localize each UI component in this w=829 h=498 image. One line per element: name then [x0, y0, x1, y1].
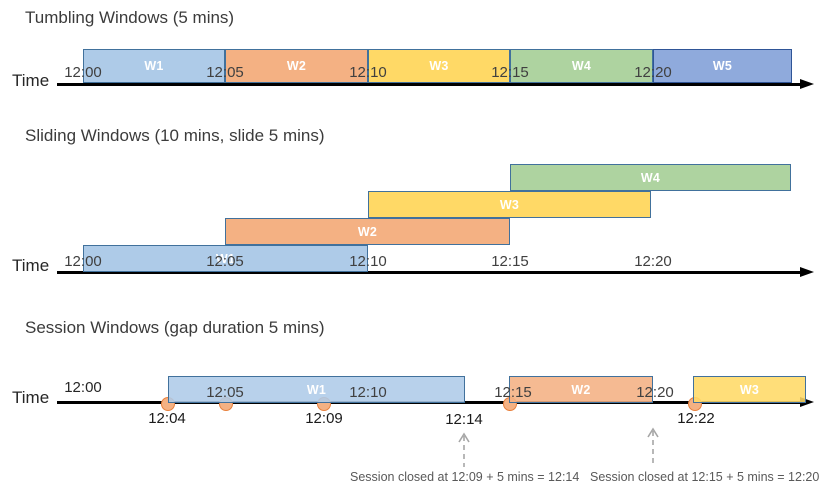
- tumbling-window-w2: W2: [225, 49, 368, 83]
- session-window-w2: W2: [509, 376, 653, 403]
- dashed-up-arrow-icon: [647, 427, 659, 467]
- session-closed-annotation-1: Session closed at 12:09 + 5 mins = 12:14: [350, 470, 580, 484]
- tumbling-time-axis: [57, 83, 802, 86]
- tumbling-section-title: Tumbling Windows (5 mins): [25, 8, 235, 27]
- sliding-time-axis: [57, 271, 802, 274]
- session-axis-arrowhead-icon: [800, 397, 814, 407]
- event-time-label-1204: 12:04: [148, 410, 186, 427]
- dashed-up-arrow-icon: [458, 432, 470, 467]
- sliding-tick-1220: 12:20: [634, 253, 672, 270]
- session-time-axis-label: Time: [12, 388, 50, 407]
- tumbling-window-w3: W3: [368, 49, 510, 83]
- session-closed-annotation-2: Session closed at 12:15 + 5 mins = 12:20: [590, 470, 820, 484]
- window-label: W4: [640, 170, 661, 185]
- session-tick-1220: 12:20: [636, 384, 674, 401]
- window-label: W1: [215, 251, 236, 266]
- session-tick-1205: 12:05: [206, 384, 244, 401]
- window-label: W1: [144, 59, 164, 73]
- window-label: W4: [571, 59, 592, 73]
- window-label: W1: [306, 382, 327, 397]
- session-close-label-1214: 12:14: [445, 411, 483, 428]
- sliding-window-w3: W3: [368, 191, 651, 218]
- window-label: W2: [571, 382, 591, 397]
- tumbling-time-axis-label: Time: [12, 71, 50, 90]
- window-label: W3: [739, 382, 760, 397]
- event-time-label-1209: 12:09: [305, 410, 343, 427]
- window-label: W3: [429, 59, 449, 73]
- sliding-tick-1200: 12:00: [64, 253, 102, 270]
- sliding-window-w4: W4: [510, 164, 791, 191]
- sliding-tick-1210: 12:10: [349, 253, 387, 270]
- window-label: W2: [357, 224, 378, 239]
- sliding-time-axis-label: Time: [12, 256, 50, 275]
- event-time-label-1222: 12:22: [677, 410, 715, 427]
- tumbling-window-w4: W4: [510, 49, 653, 83]
- tumbling-tick-1210: 12:10: [349, 64, 387, 81]
- sliding-tick-1205: 12:05: [206, 253, 244, 270]
- session-window-w1: W1: [168, 376, 465, 403]
- tumbling-tick-1215: 12:15: [491, 64, 529, 81]
- tumbling-tick-1220: 12:20: [634, 64, 672, 81]
- sliding-axis-arrowhead-icon: [800, 267, 814, 277]
- session-tick-1210: 12:10: [349, 384, 387, 401]
- window-label: W5: [712, 59, 733, 73]
- session-section-title: Session Windows (gap duration 5 mins): [25, 318, 325, 337]
- sliding-window-w2: W2: [225, 218, 510, 245]
- window-label: W2: [286, 59, 307, 73]
- tumbling-tick-1205: 12:05: [206, 64, 244, 81]
- session-window-w3: W3: [693, 376, 806, 403]
- tumbling-tick-1200: 12:00: [64, 64, 102, 81]
- tumbling-window-w5: W5: [653, 49, 792, 83]
- tumbling-window-w1: W1: [83, 49, 225, 83]
- window-label: W3: [499, 197, 520, 212]
- session-tick-1215: 12:15: [494, 384, 532, 401]
- session-tick-1200: 12:00: [64, 379, 102, 396]
- sliding-section-title: Sliding Windows (10 mins, slide 5 mins): [25, 126, 325, 145]
- tumbling-axis-arrowhead-icon: [800, 79, 814, 89]
- sliding-window-w1: W1: [83, 245, 368, 272]
- sliding-tick-1215: 12:15: [491, 253, 529, 270]
